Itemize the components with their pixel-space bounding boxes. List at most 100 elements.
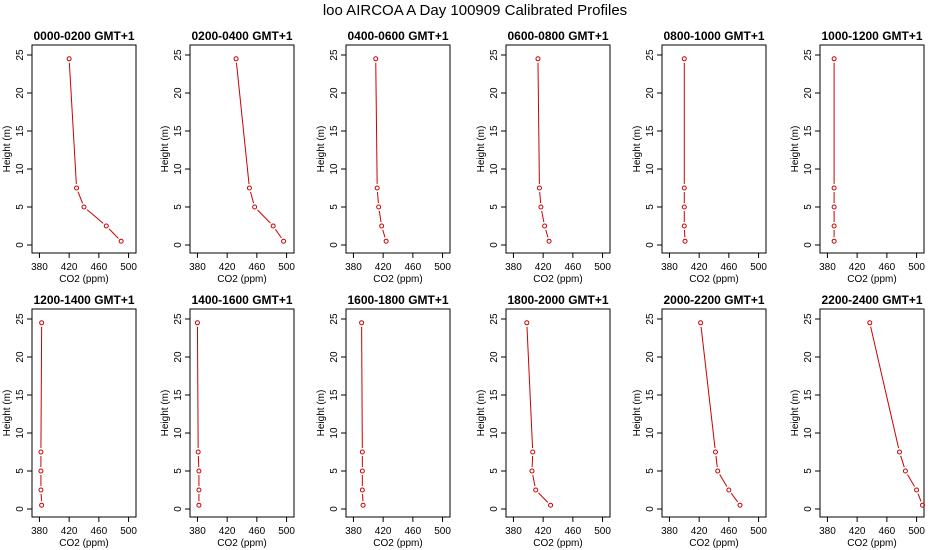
x-tick-label: 420 — [849, 262, 866, 273]
plot-frame — [31, 44, 137, 254]
data-point — [38, 468, 44, 474]
y-tick-label: 15 — [803, 125, 814, 137]
x-tick-label: 380 — [661, 262, 678, 273]
y-tick-label: 15 — [15, 125, 26, 137]
x-tick-label: 460 — [565, 526, 582, 537]
x-tick-label: 460 — [879, 526, 896, 537]
y-tick-label: 10 — [803, 427, 814, 439]
y-tick-label: 0 — [803, 242, 814, 248]
x-tick-label: 500 — [594, 526, 611, 537]
data-point — [536, 185, 542, 191]
profile-line-segment — [532, 474, 536, 487]
data-point — [374, 185, 380, 191]
data-point — [39, 320, 45, 326]
data-point — [715, 468, 721, 474]
data-point — [681, 204, 687, 210]
data-point — [196, 468, 202, 474]
data-point — [530, 449, 536, 455]
y-axis-label: Height (m) — [2, 390, 13, 437]
y-tick-label: 0 — [489, 242, 500, 248]
x-tick-label: 380 — [505, 262, 522, 273]
data-point — [66, 56, 72, 62]
y-tick-label: 25 — [329, 49, 340, 61]
profile-line-segment — [382, 229, 386, 238]
x-axis-label: CO2 (ppm) — [689, 538, 738, 549]
profile-line-segment — [539, 191, 542, 204]
profile-line-segment — [526, 326, 534, 449]
x-tick-label: 380 — [819, 526, 836, 537]
plot-frame — [31, 308, 137, 518]
x-tick-label: 380 — [189, 262, 206, 273]
profile-panel: 1800-2000 GMT+1 380 420 460 500 CO2 (ppm) 0 5 10… — [476, 293, 611, 549]
y-axis-label: Height (m) — [476, 390, 487, 437]
panel-title: 1600-1800 GMT+1 — [347, 293, 448, 307]
x-tick-label: 460 — [721, 262, 738, 273]
x-tick-label: 460 — [405, 262, 422, 273]
panel-title: 1200-1400 GMT+1 — [33, 293, 134, 307]
y-tick-label: 20 — [15, 351, 26, 363]
x-tick-label: 380 — [345, 262, 362, 273]
data-point — [529, 468, 535, 474]
x-axis-label: CO2 (ppm) — [847, 538, 896, 549]
y-tick-label: 20 — [489, 87, 500, 99]
x-axis-label: CO2 (ppm) — [59, 538, 108, 549]
y-tick-label: 10 — [173, 427, 184, 439]
plot-frame — [819, 44, 925, 254]
profile-line-segment — [541, 210, 545, 223]
y-axis-label: Height (m) — [476, 126, 487, 173]
x-tick-label: 460 — [249, 526, 266, 537]
y-tick-label: 10 — [803, 163, 814, 175]
y-tick-label: 5 — [15, 204, 26, 210]
y-tick-label: 5 — [173, 204, 184, 210]
x-tick-label: 420 — [849, 526, 866, 537]
panel-title: 2000-2200 GMT+1 — [663, 293, 764, 307]
x-tick-label: 420 — [691, 526, 708, 537]
y-axis-label: Height (m) — [2, 126, 13, 173]
y-tick-label: 20 — [329, 351, 340, 363]
panel-title: 0800-1000 GMT+1 — [663, 29, 764, 43]
profile-line-segment — [250, 191, 255, 204]
y-tick-label: 15 — [489, 389, 500, 401]
y-axis-label: Height (m) — [316, 126, 327, 173]
data-point — [896, 449, 902, 455]
y-tick-label: 5 — [329, 204, 340, 210]
y-axis-label: Height (m) — [160, 390, 171, 437]
y-tick-label: 10 — [329, 163, 340, 175]
plot-frame — [819, 308, 925, 518]
profile-line-segment — [545, 229, 549, 238]
y-axis-label: Height (m) — [632, 126, 643, 173]
y-tick-label: 10 — [329, 427, 340, 439]
y-tick-label: 25 — [173, 313, 184, 325]
data-point — [831, 56, 837, 62]
data-point — [196, 487, 202, 493]
y-tick-label: 0 — [173, 242, 184, 248]
panel-title: 1400-1600 GMT+1 — [191, 293, 292, 307]
data-point — [359, 449, 365, 455]
y-tick-label: 5 — [15, 468, 26, 474]
data-point — [546, 238, 552, 244]
profile-panel: 1600-1800 GMT+1 380 420 460 500 CO2 (ppm) 0 5 10… — [316, 293, 451, 549]
y-tick-label: 15 — [173, 389, 184, 401]
x-tick-label: 420 — [375, 262, 392, 273]
y-tick-label: 25 — [803, 313, 814, 325]
profile-line-segment — [715, 455, 718, 468]
profile-panel: 2200-2400 GMT+1 380 420 460 500 CO2 (ppm) 0 5 10… — [790, 293, 925, 549]
x-tick-label: 460 — [91, 526, 108, 537]
x-tick-label: 420 — [375, 526, 392, 537]
data-point — [737, 502, 743, 508]
data-point — [682, 238, 688, 244]
x-tick-label: 420 — [535, 526, 552, 537]
y-tick-label: 15 — [645, 125, 656, 137]
data-point — [524, 320, 530, 326]
profile-line-segment — [870, 326, 900, 449]
data-point — [831, 238, 837, 244]
data-point — [712, 449, 718, 455]
data-point — [383, 238, 389, 244]
data-point — [379, 223, 385, 229]
y-tick-label: 5 — [645, 204, 656, 210]
data-point — [867, 320, 873, 326]
profile-panel: 1400-1600 GMT+1 380 420 460 500 CO2 (ppm) 0 5 10… — [160, 293, 295, 549]
data-point — [246, 185, 252, 191]
y-tick-label: 25 — [15, 313, 26, 325]
y-tick-label: 0 — [15, 506, 26, 512]
